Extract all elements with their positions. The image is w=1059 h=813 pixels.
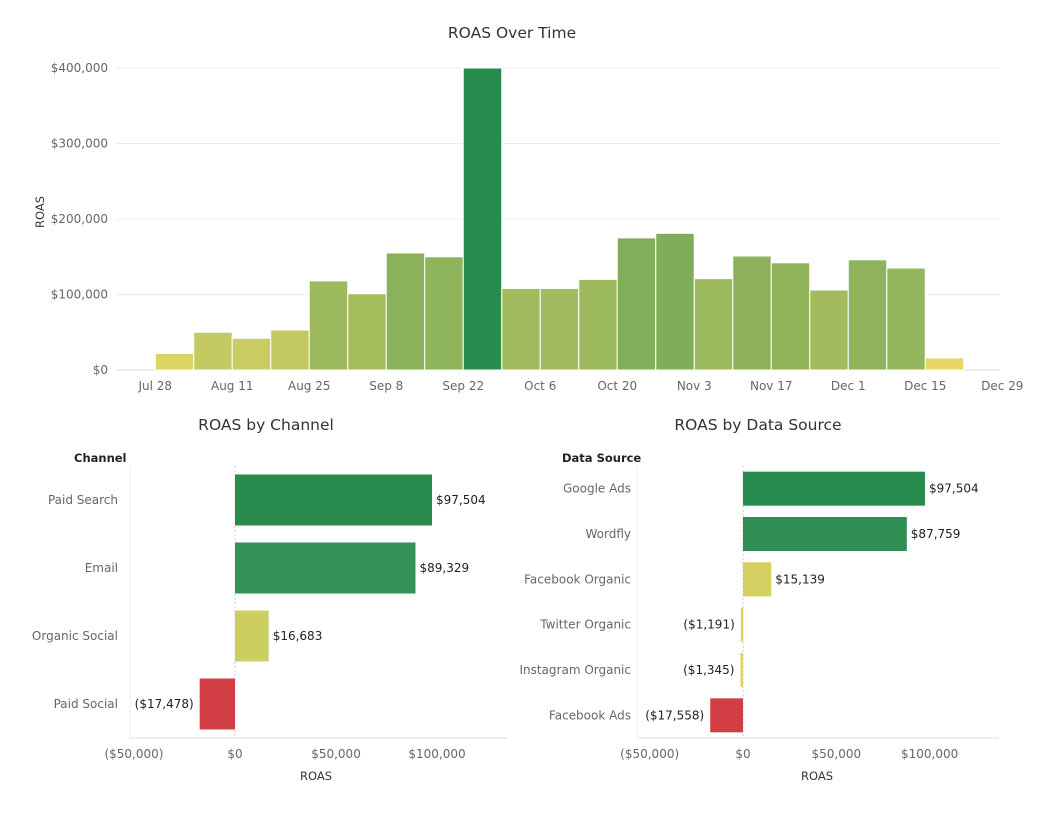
week-bar[interactable]: [154, 352, 195, 371]
x-tick-label: ($50,000): [620, 747, 679, 761]
category-bar[interactable]: [199, 678, 235, 730]
week-bar[interactable]: [385, 252, 426, 371]
bar-value-label: $89,329: [419, 561, 469, 575]
top-chart-bars: [154, 67, 965, 371]
category-bar[interactable]: [743, 562, 772, 597]
x-tick-label: Dec 1: [831, 379, 866, 393]
week-bar[interactable]: [732, 255, 772, 371]
x-tick-label: Sep 8: [369, 379, 403, 393]
bar-value-label: ($17,478): [135, 697, 194, 711]
week-bar[interactable]: [655, 232, 695, 371]
week-bar[interactable]: [347, 293, 387, 371]
data-source-header: Data Source: [562, 451, 641, 465]
y-axis-title-roas: ROAS: [33, 196, 47, 228]
category-bar[interactable]: [235, 610, 269, 662]
x-tick-label: Dec 15: [904, 379, 946, 393]
week-bar[interactable]: [231, 337, 272, 371]
chart-title-roas-by-data-source: ROAS by Data Source: [674, 416, 841, 434]
x-tick-label: Aug 11: [211, 379, 254, 393]
x-axis-title-data-source: ROAS: [801, 769, 833, 783]
x-tick-label: Aug 25: [288, 379, 331, 393]
week-bar[interactable]: [308, 280, 349, 371]
bar-value-label: $16,683: [273, 629, 323, 643]
week-bar[interactable]: [770, 262, 811, 371]
category-bar[interactable]: [740, 607, 744, 642]
x-tick-label: Oct 6: [524, 379, 556, 393]
channel-header: Channel: [74, 451, 127, 465]
x-axis-title-channel: ROAS: [300, 769, 332, 783]
x-tick-label: $50,000: [812, 747, 862, 761]
bar-value-label: ($17,558): [645, 708, 704, 722]
y-tick-label: $300,000: [51, 137, 108, 151]
week-bar[interactable]: [924, 357, 965, 371]
bar-value-label: $15,139: [775, 572, 825, 586]
x-tick-label: Nov 17: [750, 379, 793, 393]
week-bar[interactable]: [616, 237, 657, 371]
category-label: Paid Search: [48, 493, 118, 507]
top-chart-y-ticks: $0 $100,000 $200,000 $300,000 $400,000: [51, 61, 108, 377]
x-tick-label: $100,000: [408, 747, 465, 761]
x-tick-label: ($50,000): [104, 747, 163, 761]
category-bar[interactable]: [235, 474, 432, 526]
week-bar[interactable]: [693, 278, 734, 371]
category-bar[interactable]: [740, 653, 743, 687]
category-label: Facebook Ads: [549, 708, 631, 722]
category-label: Paid Social: [54, 697, 118, 711]
y-tick-label: $400,000: [51, 61, 108, 75]
bar-value-label: $97,504: [929, 482, 979, 496]
week-bar[interactable]: [501, 287, 541, 371]
category-label: Google Ads: [563, 482, 631, 496]
category-label: Facebook Organic: [524, 572, 631, 586]
bar-value-label: $97,504: [436, 493, 486, 507]
bar-value-label: $87,759: [911, 527, 961, 541]
x-tick-label: Jul 28: [137, 379, 172, 393]
chart-title-roas-by-channel: ROAS by Channel: [198, 416, 334, 434]
week-bar[interactable]: [847, 259, 888, 371]
category-label: Twitter Organic: [539, 618, 631, 632]
category-label: Instagram Organic: [519, 663, 631, 677]
channel-chart: ($50,000) $0 $50,000 $100,000 Paid Search $97…: [32, 466, 507, 761]
x-tick-label: $50,000: [311, 747, 361, 761]
week-bar[interactable]: [462, 67, 503, 371]
x-tick-label: Dec 29: [981, 379, 1023, 393]
week-bar[interactable]: [193, 331, 233, 371]
x-tick-label: Sep 22: [442, 379, 484, 393]
y-tick-label: $200,000: [51, 212, 108, 226]
data-source-chart: ($50,000) $0 $50,000 $100,000 Google Ads $97,…: [519, 466, 999, 761]
week-bar[interactable]: [424, 256, 464, 371]
bar-value-label: ($1,191): [683, 618, 734, 632]
category-bar[interactable]: [743, 517, 907, 551]
category-bar[interactable]: [235, 542, 416, 594]
category-bar[interactable]: [710, 698, 743, 733]
x-tick-label: $0: [227, 747, 242, 761]
x-tick-label: $100,000: [901, 747, 958, 761]
category-label: Wordfly: [585, 527, 631, 541]
bar-value-label: ($1,345): [683, 663, 734, 677]
x-tick-label: Oct 20: [597, 379, 637, 393]
category-label: Email: [85, 561, 118, 575]
x-tick-label: Nov 3: [677, 379, 712, 393]
top-chart-x-ticks: Jul 28 Aug 11 Aug 25 Sep 8 Sep 22 Oct 6 Oct 20…: [137, 379, 1023, 393]
y-tick-label: $100,000: [51, 288, 108, 302]
week-bar[interactable]: [809, 289, 849, 371]
x-tick-label: $0: [735, 747, 750, 761]
week-bar[interactable]: [578, 278, 618, 371]
category-bar[interactable]: [743, 471, 925, 506]
week-bar[interactable]: [270, 329, 310, 371]
week-bar[interactable]: [539, 287, 580, 371]
week-bar[interactable]: [886, 267, 926, 371]
chart-title-roas-over-time: ROAS Over Time: [448, 24, 576, 42]
y-tick-label: $0: [93, 363, 108, 377]
category-label: Organic Social: [32, 629, 118, 643]
